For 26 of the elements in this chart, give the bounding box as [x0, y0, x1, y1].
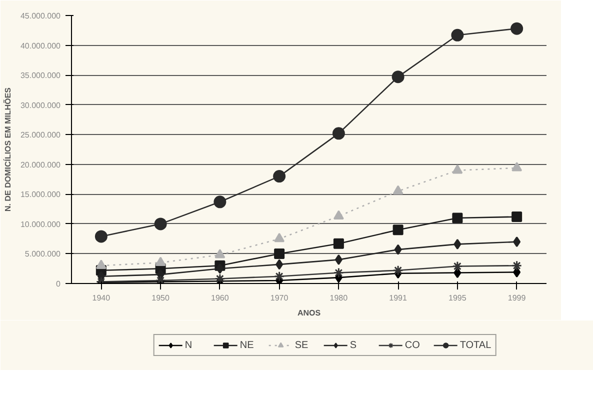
- y-axis-title: N. DE DOMICÍLIOS EM MILHÕES: [2, 86, 12, 212]
- y-tick-label: 30.000.000: [20, 100, 62, 110]
- legend-label: SE: [294, 339, 310, 351]
- y-tick-label: 45.000.000: [20, 12, 62, 20]
- legend-label: CO: [404, 339, 421, 351]
- x-tick-label: 1960: [211, 294, 230, 302]
- x-tick-label: 1991: [389, 294, 408, 302]
- x-tick-label: 1995: [448, 294, 467, 302]
- legend-label: N: [184, 339, 194, 351]
- y-tick-label: 25.000.000: [20, 130, 62, 140]
- x-tick-label: 1950: [152, 294, 170, 302]
- y-tick-label: 0: [56, 280, 62, 288]
- y-tick-label: 20.000.000: [20, 160, 62, 170]
- legend-label: S: [350, 339, 358, 351]
- x-tick-label: 1970: [270, 294, 289, 302]
- y-tick-label: 15.000.000: [20, 190, 62, 200]
- y-tick-label: 35.000.000: [20, 71, 62, 80]
- x-axis-title: ANOS: [297, 308, 322, 318]
- legend-label: TOTAL: [460, 339, 492, 351]
- legend-label: NE: [240, 339, 255, 351]
- y-tick-label: 5.000.000: [24, 250, 62, 259]
- x-tick-label: 1940: [92, 294, 111, 302]
- x-tick-label: 1999: [508, 294, 526, 302]
- x-tick-label: 1980: [330, 294, 348, 302]
- y-tick-label: 40.000.000: [20, 41, 62, 50]
- y-tick-label: 10.000.000: [20, 220, 62, 229]
